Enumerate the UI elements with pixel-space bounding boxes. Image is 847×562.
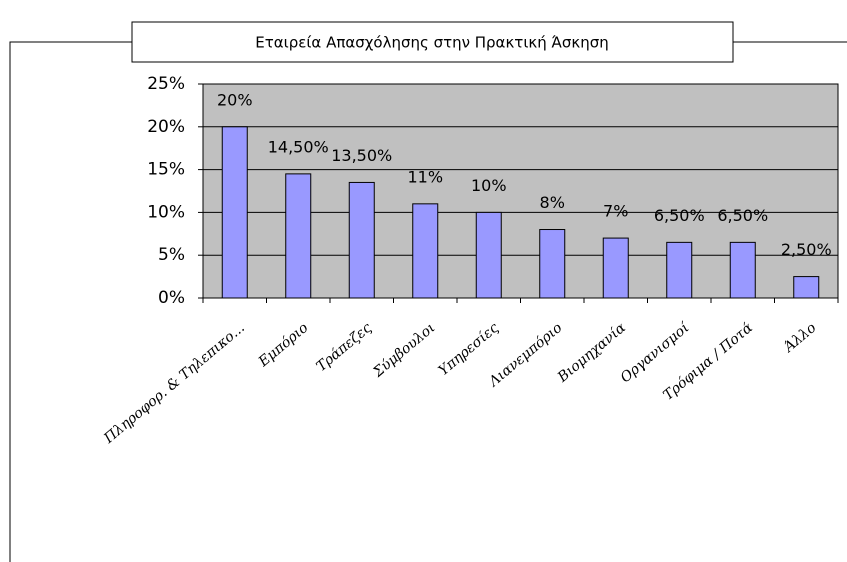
- y-tick-label: 10%: [147, 202, 185, 222]
- x-tick-label: Τράπεζες: [314, 320, 375, 375]
- frame: [9, 41, 132, 562]
- bar: [412, 203, 439, 299]
- bar: [729, 241, 756, 299]
- value-label: 10%: [471, 176, 507, 195]
- value-label: 11%: [407, 167, 443, 186]
- x-tick-label: Βιομηχανία: [554, 319, 630, 386]
- y-tick-label: 15%: [147, 160, 185, 180]
- value-label: 14,50%: [268, 137, 329, 156]
- value-label: 2,50%: [781, 240, 832, 259]
- y-tick-label: 5%: [158, 245, 185, 265]
- y-tick-label: 20%: [147, 117, 185, 137]
- chart-title: Εταιρεία Απασχόλησης στην Πρακτική Άσκησ…: [255, 34, 609, 52]
- value-label: 6,50%: [717, 206, 768, 225]
- bar: [285, 173, 312, 299]
- bar: [539, 229, 566, 299]
- value-label: 20%: [217, 90, 253, 109]
- y-tick-label: 0%: [158, 288, 185, 308]
- bar: [666, 241, 693, 299]
- x-tick-label: Σύμβουλοι: [370, 320, 439, 381]
- x-tick-label: Άλλο: [780, 320, 820, 357]
- x-tick-label: Εμπόριο: [255, 320, 311, 371]
- y-tick-label: 25%: [147, 74, 185, 94]
- x-tick-label: Υπηρεσίες: [435, 319, 502, 379]
- value-label: 8%: [540, 193, 565, 212]
- bar: [221, 126, 248, 299]
- bar: [602, 237, 629, 299]
- value-label: 7%: [603, 202, 628, 221]
- value-label: 6,50%: [654, 206, 705, 225]
- bar: [793, 276, 820, 299]
- value-label: 13,50%: [331, 146, 392, 165]
- x-tick-label: Πληροφορ. & Τηλεπικο...: [100, 320, 248, 447]
- title-box: [131, 21, 734, 63]
- bar: [475, 211, 502, 299]
- bar: [348, 181, 375, 299]
